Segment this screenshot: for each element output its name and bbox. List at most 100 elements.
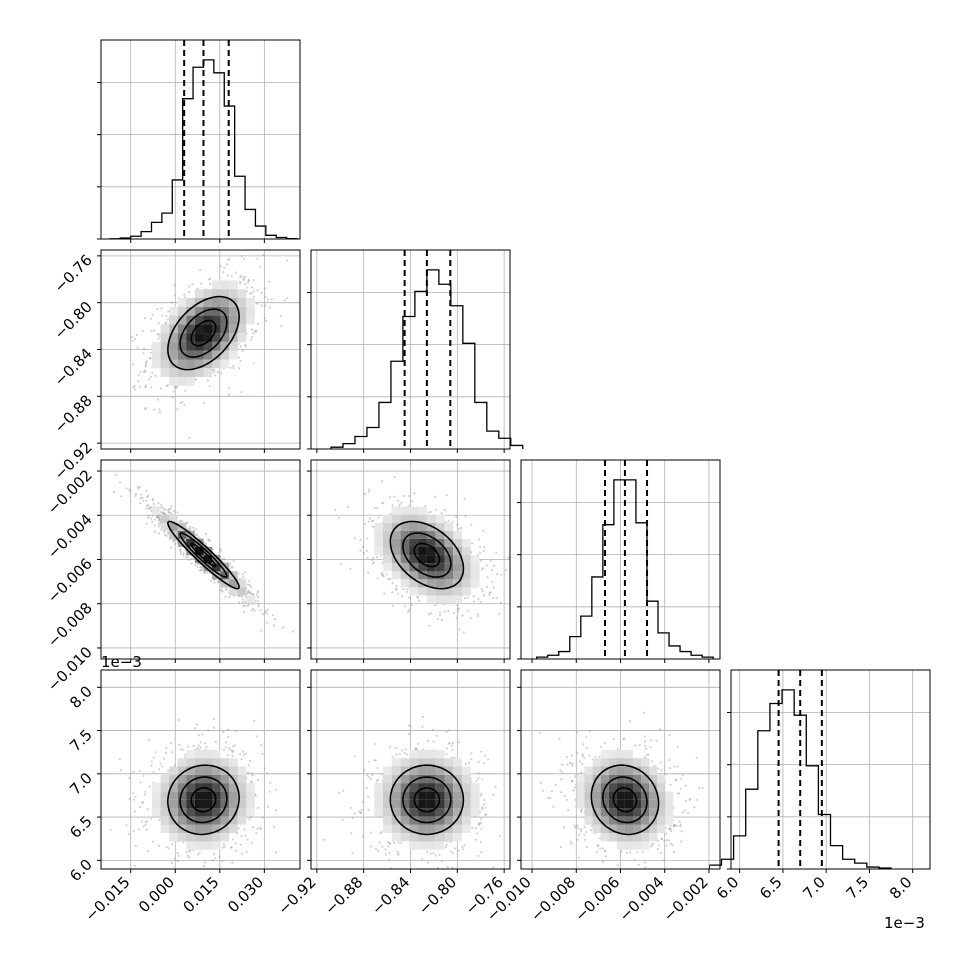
sample-point xyxy=(143,316,147,319)
density-cell xyxy=(229,341,238,351)
sample-point xyxy=(241,852,244,855)
sample-point xyxy=(167,532,170,535)
density-cell xyxy=(186,824,195,833)
sample-point xyxy=(138,770,141,773)
density-cell xyxy=(169,799,178,809)
sample-point xyxy=(477,771,480,775)
sample-point xyxy=(376,779,379,782)
sample-point xyxy=(183,293,186,296)
sample-point xyxy=(397,852,400,855)
sample-point xyxy=(164,322,167,325)
sample-point xyxy=(438,611,442,614)
sample-point xyxy=(144,790,147,794)
density-cell xyxy=(212,774,221,784)
sample-point xyxy=(477,822,480,825)
density-cell xyxy=(212,783,221,792)
sample-point xyxy=(480,873,482,875)
sample-point xyxy=(265,610,268,613)
sample-point xyxy=(144,499,148,502)
sample-point xyxy=(164,508,167,511)
sample-point xyxy=(480,792,483,795)
sample-point xyxy=(457,610,460,613)
sample-point xyxy=(156,516,160,519)
sample-point xyxy=(458,628,461,631)
sample-point xyxy=(259,828,262,831)
sample-point xyxy=(436,866,439,869)
sample-point xyxy=(367,795,370,798)
sample-point xyxy=(468,761,471,765)
density-cell xyxy=(391,514,401,523)
density-cell xyxy=(194,306,204,316)
sample-point xyxy=(186,527,189,530)
sample-point xyxy=(424,504,427,507)
sample-point xyxy=(275,788,278,791)
sample-point xyxy=(259,826,262,829)
density-cell xyxy=(194,315,204,325)
sample-point xyxy=(164,533,167,537)
sample-point xyxy=(198,569,201,572)
sample-point xyxy=(247,583,250,586)
sample-point xyxy=(477,777,480,780)
sample-point xyxy=(201,733,204,736)
sample-point xyxy=(485,813,488,816)
sample-point xyxy=(156,333,159,336)
density-cell xyxy=(246,315,255,325)
sample-point xyxy=(225,588,228,591)
sample-point xyxy=(241,595,244,598)
sample-point xyxy=(141,496,144,499)
density-cell xyxy=(246,808,255,817)
sample-point xyxy=(257,779,260,782)
sample-point xyxy=(179,550,182,553)
sample-point xyxy=(382,501,385,504)
sample-point xyxy=(475,779,478,782)
sample-point xyxy=(380,830,383,834)
sample-point xyxy=(393,476,396,479)
sample-point xyxy=(174,542,177,545)
sample-point xyxy=(140,820,143,823)
density-cell xyxy=(169,791,178,800)
sample-point xyxy=(432,740,435,743)
sample-point xyxy=(395,753,398,756)
density-cell xyxy=(400,563,410,572)
sample-point xyxy=(158,819,161,822)
sample-point xyxy=(150,517,153,520)
sample-point xyxy=(142,825,145,828)
density-cell xyxy=(212,816,221,825)
density-cell xyxy=(152,799,161,809)
sample-point xyxy=(400,841,403,845)
density-cell xyxy=(220,563,230,572)
sample-point xyxy=(148,785,151,788)
sample-point xyxy=(472,595,475,598)
density-cell xyxy=(409,555,419,564)
density-cell xyxy=(374,808,383,817)
sample-point xyxy=(165,321,168,324)
sample-point xyxy=(409,725,412,728)
density-cell xyxy=(229,783,238,792)
sample-point xyxy=(256,289,259,292)
sample-point xyxy=(164,751,167,755)
sample-point xyxy=(187,745,190,748)
sample-point xyxy=(231,750,234,754)
sample-point xyxy=(190,557,193,560)
sample-point xyxy=(474,827,478,830)
sample-point xyxy=(151,520,154,524)
sample-point xyxy=(169,546,173,549)
sample-point xyxy=(213,852,216,856)
density-cell xyxy=(470,563,480,572)
density-cell xyxy=(444,579,454,588)
sample-point xyxy=(489,591,492,594)
sample-point xyxy=(196,747,199,750)
sample-point xyxy=(212,726,215,729)
sample-point xyxy=(447,610,450,613)
sample-point xyxy=(483,762,486,765)
sample-point xyxy=(402,494,406,498)
sample-point xyxy=(365,787,368,790)
density-cell xyxy=(160,333,170,342)
sample-point xyxy=(252,362,255,365)
sample-point xyxy=(445,494,448,497)
sample-point xyxy=(396,853,399,856)
sample-point xyxy=(146,808,149,811)
density-cell xyxy=(374,799,383,809)
sample-point xyxy=(195,723,198,726)
panel-frame xyxy=(730,669,931,870)
